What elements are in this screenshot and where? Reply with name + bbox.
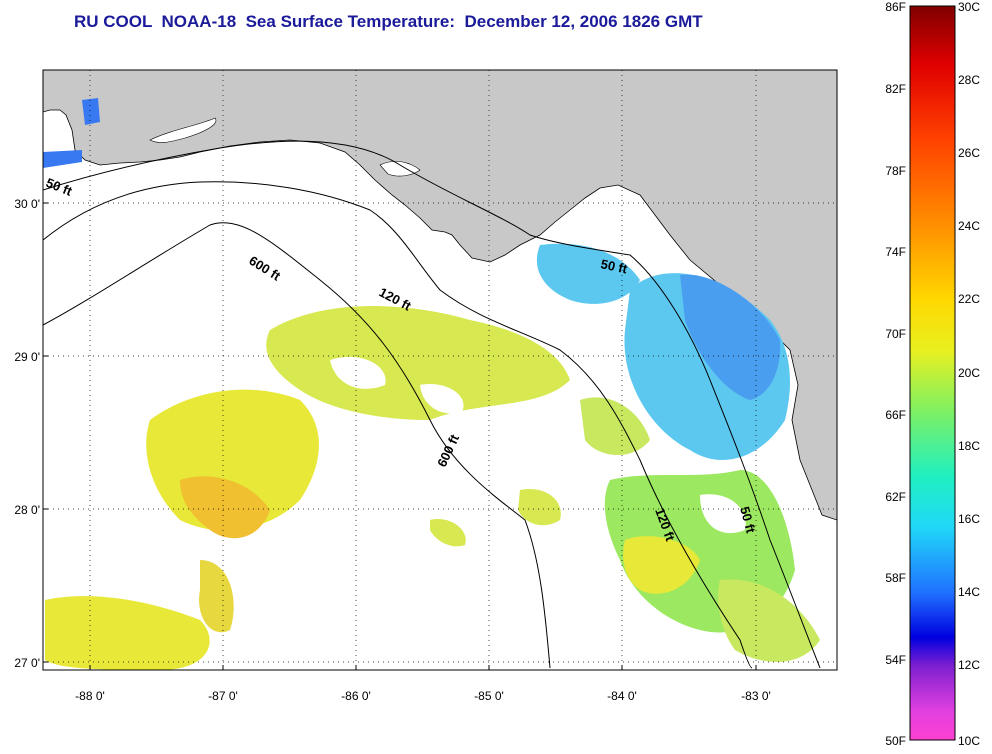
colorbar-f-label: 62F: [885, 490, 906, 504]
latitude-axis: 30 0' 29 0' 28 0' 27 0': [14, 197, 40, 670]
contour-label: 50 ft: [737, 505, 759, 535]
map-frame: [42, 69, 838, 671]
colorbar-gradient: [909, 5, 956, 741]
cloud-masks: [230, 356, 746, 601]
colorbar-c-label: 12C: [958, 658, 980, 672]
longitude-tick-label: -86 0': [341, 689, 371, 703]
colorbar-c-label: 22C: [958, 292, 980, 306]
colorbar-c-label: 16C: [958, 512, 980, 526]
colorbar-f-label: 66F: [885, 408, 906, 422]
bay-water: [149, 117, 217, 143]
colorbar-f-label: 82F: [885, 82, 906, 96]
latitude-tick-label: 29 0': [14, 350, 40, 364]
colorbar-c-label: 20C: [958, 366, 980, 380]
isobath-lines: [43, 140, 821, 669]
colorbar-c-label: 18C: [958, 439, 980, 453]
sst-patches: [43, 98, 820, 670]
colorbar-f-label: 50F: [885, 734, 906, 748]
longitude-tick-label: -84 0': [607, 689, 637, 703]
colorbar-c-label: 24C: [958, 219, 980, 233]
colorbar-f-label: 74F: [885, 245, 906, 259]
colorbar-f-label: 78F: [885, 164, 906, 178]
longitude-tick-label: -85 0': [474, 689, 504, 703]
colorbar-c-label: 14C: [958, 585, 980, 599]
longitude-tick-label: -88 0': [75, 689, 105, 703]
colorbar-f-label: 86F: [885, 0, 906, 14]
colorbar-c-label: 10C: [958, 734, 980, 748]
latitude-tick-label: 27 0': [14, 656, 40, 670]
longitude-axis: -88 0' -87 0' -86 0' -85 0' -84 0' -83 0…: [75, 689, 771, 703]
colorbar-f-label: 54F: [885, 653, 906, 667]
graticule: [43, 70, 837, 670]
latitude-tick-label: 30 0': [14, 197, 40, 211]
map-title: RU COOL NOAA-18 Sea Surface Temperature:…: [74, 12, 703, 31]
map-panel: 50 ft 600 ft 120 ft 50 ft 600 ft 120 ft …: [43, 70, 837, 670]
frame-ticks: [43, 202, 757, 670]
colorbar-c-label: 28C: [958, 73, 980, 87]
colorbar-f-label: 58F: [885, 571, 906, 585]
colorbar-f-label: 70F: [885, 327, 906, 341]
colorbar-c-label: 30C: [958, 0, 980, 14]
longitude-tick-label: -87 0': [208, 689, 238, 703]
contour-label: 50 ft: [599, 256, 629, 276]
colorbar-c-label: 26C: [958, 146, 980, 160]
latitude-tick-label: 28 0': [14, 503, 40, 517]
longitude-tick-label: -83 0': [741, 689, 771, 703]
temperature-colorbar: 86F 82F 78F 74F 70F 66F 62F 58F 54F 50F …: [885, 0, 980, 748]
